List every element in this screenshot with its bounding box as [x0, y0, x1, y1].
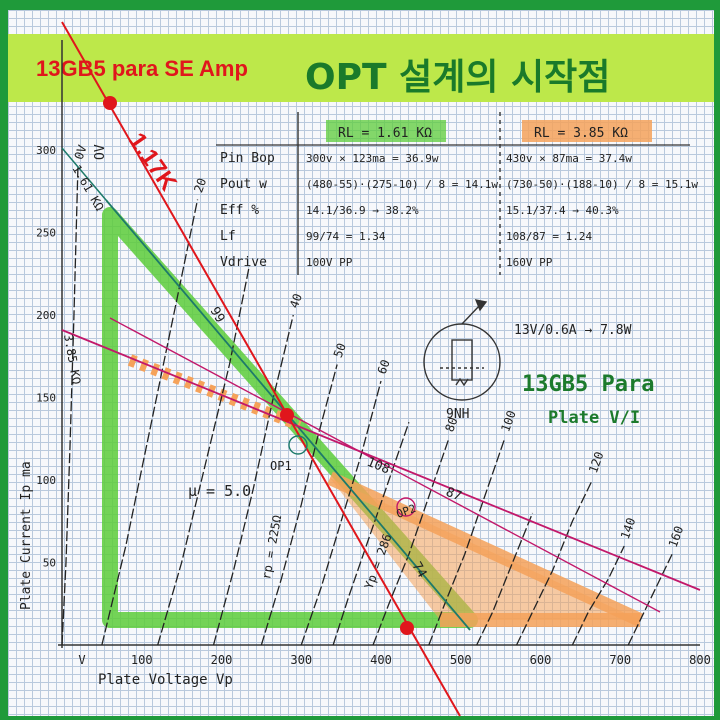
table-row-label: Pin Bop: [220, 151, 275, 166]
x-axis-label: Plate Voltage Vp: [98, 672, 233, 688]
grid-curve: [101, 199, 199, 646]
table-cell-b: 15.1/37.4 → 40.3%: [506, 204, 619, 217]
x-tick-label: 200: [211, 653, 233, 667]
x-tick-label: 800: [689, 653, 711, 667]
label-op2: OP2: [395, 502, 418, 521]
load-line-385k-b: [109, 317, 661, 613]
y-tick-label: 100: [36, 474, 56, 487]
table-row-label: Eff %: [220, 203, 259, 218]
tube-subtitle: Plate V/I: [548, 408, 641, 428]
label-op1: OP1: [270, 459, 292, 473]
table-header-a-bg: [326, 120, 446, 142]
grid-curve: [372, 438, 450, 646]
table-header-b: RL = 3.85 KΩ: [534, 126, 628, 141]
table-header-a: RL = 1.61 KΩ: [338, 126, 432, 141]
grid-curve-label: 80: [442, 415, 460, 433]
table-cell-a: 14.1/36.9 → 38.2%: [306, 204, 419, 217]
table-header-b-bg: [522, 120, 652, 142]
op1-marker: [288, 435, 308, 455]
x-tick-label: 500: [450, 653, 472, 667]
grid-curve-label: 120: [586, 450, 607, 475]
table-cell-a: 99/74 = 1.34: [306, 230, 386, 243]
load-line-117k: [61, 21, 461, 717]
load-line-161k-edge: [61, 147, 107, 201]
tube-symbol: [423, 299, 501, 401]
table-cell-a: 300v × 123ma = 36.9w: [306, 152, 439, 165]
y-axis-label: Plate Current Ip ma: [19, 461, 34, 610]
grid-curve: [300, 380, 382, 646]
y-tick-label: 200: [36, 309, 56, 322]
grid-curve: [260, 364, 338, 646]
x-tick-label: 600: [530, 653, 552, 667]
grid-curve: [212, 314, 294, 646]
grid-curves: 0V 20 40 50 60 80 100 120 140 160: [61, 143, 687, 646]
grid-curve-label: 60: [375, 358, 393, 376]
tube-title: 13GB5 Para: [522, 372, 655, 397]
table-cell-a: 100V PP: [306, 256, 353, 269]
table-cell-b: (730-50)·(188-10) / 8 = 15.1w: [506, 178, 698, 191]
heater-spec: 13V/0.6A → 7.8W: [514, 323, 632, 338]
y-tick-label: 250: [36, 227, 56, 240]
grid-curve: [61, 166, 79, 646]
grid-curve: [476, 512, 534, 646]
grid-curve-label: 140: [618, 516, 639, 541]
grid-curve: [428, 438, 506, 646]
load-line-385k: [61, 329, 701, 591]
x-tick-labels: V 100 200 300 400 500 600 700 800: [78, 653, 710, 667]
table-cell-b: 160V PP: [506, 256, 553, 269]
table-row-label: Pout w: [220, 177, 267, 192]
y-tick-labels: 50 100 150 200 250 300: [36, 144, 56, 570]
grid-curve-label: 0V: [72, 143, 90, 161]
label-mu: μ = 5.0: [188, 482, 251, 500]
tube-pin-label: 9NH: [446, 407, 469, 422]
op-point-red-3: [400, 621, 414, 635]
grid-curve-label: 40: [287, 292, 305, 310]
table-row-label: Vdrive: [220, 255, 267, 270]
label-74: 74: [409, 560, 430, 581]
grid-curve: [157, 265, 251, 646]
grid-curve-label: 160: [666, 524, 687, 549]
label-ov: OV: [93, 144, 108, 160]
op-point-red-1: [103, 96, 117, 110]
label-87: 87: [444, 485, 464, 505]
grid-curve: [515, 479, 593, 646]
y-tick-label: 300: [36, 144, 56, 157]
op2-marker: [396, 497, 416, 517]
grid-curve: [571, 545, 625, 646]
grid-curve: [332, 422, 410, 646]
x-tick-label: 700: [609, 653, 631, 667]
grid-curve: [627, 553, 673, 646]
banner-title-right: OPT 설계의 시작점: [305, 57, 611, 98]
table-row-label: Lf: [220, 229, 236, 244]
table-cell-a: (480-55)·(275-10) / 8 = 14.1w: [306, 178, 498, 191]
grid-curve-label: 100: [498, 409, 519, 434]
title-banner: [8, 34, 714, 102]
x-tick-label: 300: [290, 653, 312, 667]
label-99: 99: [207, 305, 228, 326]
x-tick-label: 400: [370, 653, 392, 667]
x-tick-label: V: [78, 653, 85, 667]
banner-title-left: 13GB5 para SE Amp: [36, 56, 248, 81]
table-rows: Pin Bop 300v × 123ma = 36.9w 430v × 87ma =…: [220, 151, 698, 270]
x-tick-label: 100: [131, 653, 153, 667]
op-point-red-2: [280, 408, 294, 422]
y-tick-label: 50: [43, 557, 56, 570]
grid-curve-label: 50: [331, 341, 349, 359]
grid-curve-label: 20: [191, 176, 209, 194]
table-cell-b: 108/87 = 1.24: [506, 230, 592, 243]
y-tick-label: 150: [36, 392, 56, 405]
table-cell-b: 430v × 87ma = 37.4w: [506, 152, 632, 165]
